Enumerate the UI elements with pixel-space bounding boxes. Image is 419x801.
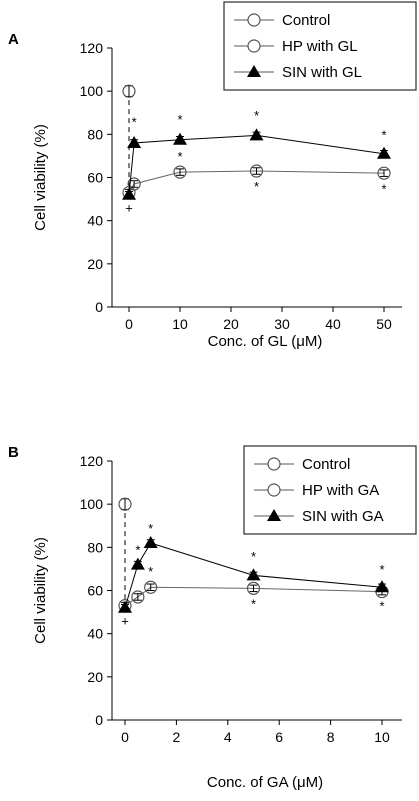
legend-entry: SIN with GL [282,64,362,81]
data-point-circle [249,164,264,178]
data-point-triangle [249,128,264,141]
significance-star: * [251,549,256,564]
x-tick-label: 10 [374,729,390,745]
x-tick-label: 2 [173,729,181,745]
chart-panel-a: A 0 20 40 60 80 100 120 0 10 20 30 40 50 Conc. of GL (… [8,1,417,350]
x-tick-label: 50 [376,316,392,332]
legend-marker-circle [247,39,261,53]
significance-star: * [177,112,182,127]
chart-panel-b: B 0 20 40 60 80 100 120 0 2 4 6 8 10 Conc. of GA (μM) C… [8,444,417,791]
x-tick-label: 40 [325,316,341,332]
significance-star: * [132,114,137,129]
series-control [122,84,136,98]
legend: Control HP with GA SIN with GA [243,445,417,535]
significance-star: * [381,181,386,196]
data-point-circle [122,84,136,98]
data-point-triangle [127,135,142,148]
significance-plus: + [125,201,133,216]
significance-star: * [254,108,259,123]
y-tick-label: 120 [80,40,104,56]
y-tick-label: 20 [87,669,103,685]
legend-marker-circle [267,457,281,471]
y-tick-label: 0 [95,299,103,315]
significance-star: * [254,179,259,194]
data-point-circle [118,497,132,511]
y-tick-label: 80 [87,126,103,142]
data-point-circle [246,581,261,595]
x-axis-label: Conc. of GL (μM) [208,333,323,350]
legend-marker-circle [247,13,261,27]
y-tick-label: 100 [80,83,104,99]
x-tick-label: 30 [274,316,290,332]
x-tick-label: 8 [327,729,335,745]
data-point-circle [377,166,391,180]
y-tick-label: 120 [80,453,104,469]
legend-entry: Control [302,456,350,473]
y-tick-label: 40 [87,626,103,642]
x-tick-label: 20 [223,316,239,332]
legend-marker-triangle [247,65,261,77]
x-tick-label: 10 [172,316,188,332]
data-point-triangle [122,187,136,200]
significance-plus: + [121,614,129,629]
y-tick-label: 60 [87,583,103,599]
legend-entry: SIN with GA [302,508,384,525]
x-tick-label: 0 [125,316,133,332]
x-axis-label: Conc. of GA (μM) [207,774,323,791]
legend-entry: HP with GL [282,38,358,55]
legend-entry: Control [282,12,330,29]
legend-marker-circle [267,483,281,497]
panel-label: A [8,31,19,48]
x-tick-label: 4 [224,729,232,745]
data-point-triangle [375,580,389,593]
legend: Control HP with GL SIN with GL [223,1,417,91]
data-point-triangle [377,146,391,159]
x-tick-label: 0 [121,729,129,745]
data-point-triangle [118,600,132,613]
data-point-circle [131,590,145,604]
legend-entry: HP with GA [302,482,379,499]
data-point-circle [127,177,141,191]
data-point-triangle [246,568,261,581]
data-point-circle [144,580,158,594]
significance-star: * [381,127,386,142]
significance-star: * [135,542,140,557]
y-tick-label: 80 [87,539,103,555]
y-tick-label: 60 [87,170,103,186]
series-sin-with-ga [118,536,389,613]
significance-star: * [177,149,182,164]
panel-label: B [8,444,19,461]
legend-marker-triangle [267,509,281,521]
y-axis-label: Cell viability (%) [32,124,49,231]
data-point-triangle [143,536,158,549]
data-point-triangle [130,557,145,570]
series-sin-with-gl [122,128,391,200]
data-point-circle [173,165,187,179]
y-tick-label: 20 [87,256,103,272]
data-point-triangle [173,132,187,145]
significance-star: * [148,564,153,579]
significance-star: * [379,599,384,614]
y-tick-label: 100 [80,496,104,512]
y-axis-label: Cell viability (%) [32,537,49,644]
significance-star: * [251,596,256,611]
x-tick-label: 6 [275,729,283,745]
series-control [118,497,132,511]
significance-star: * [148,521,153,536]
y-tick-label: 0 [95,712,103,728]
significance-star: * [379,562,384,577]
y-tick-label: 40 [87,213,103,229]
